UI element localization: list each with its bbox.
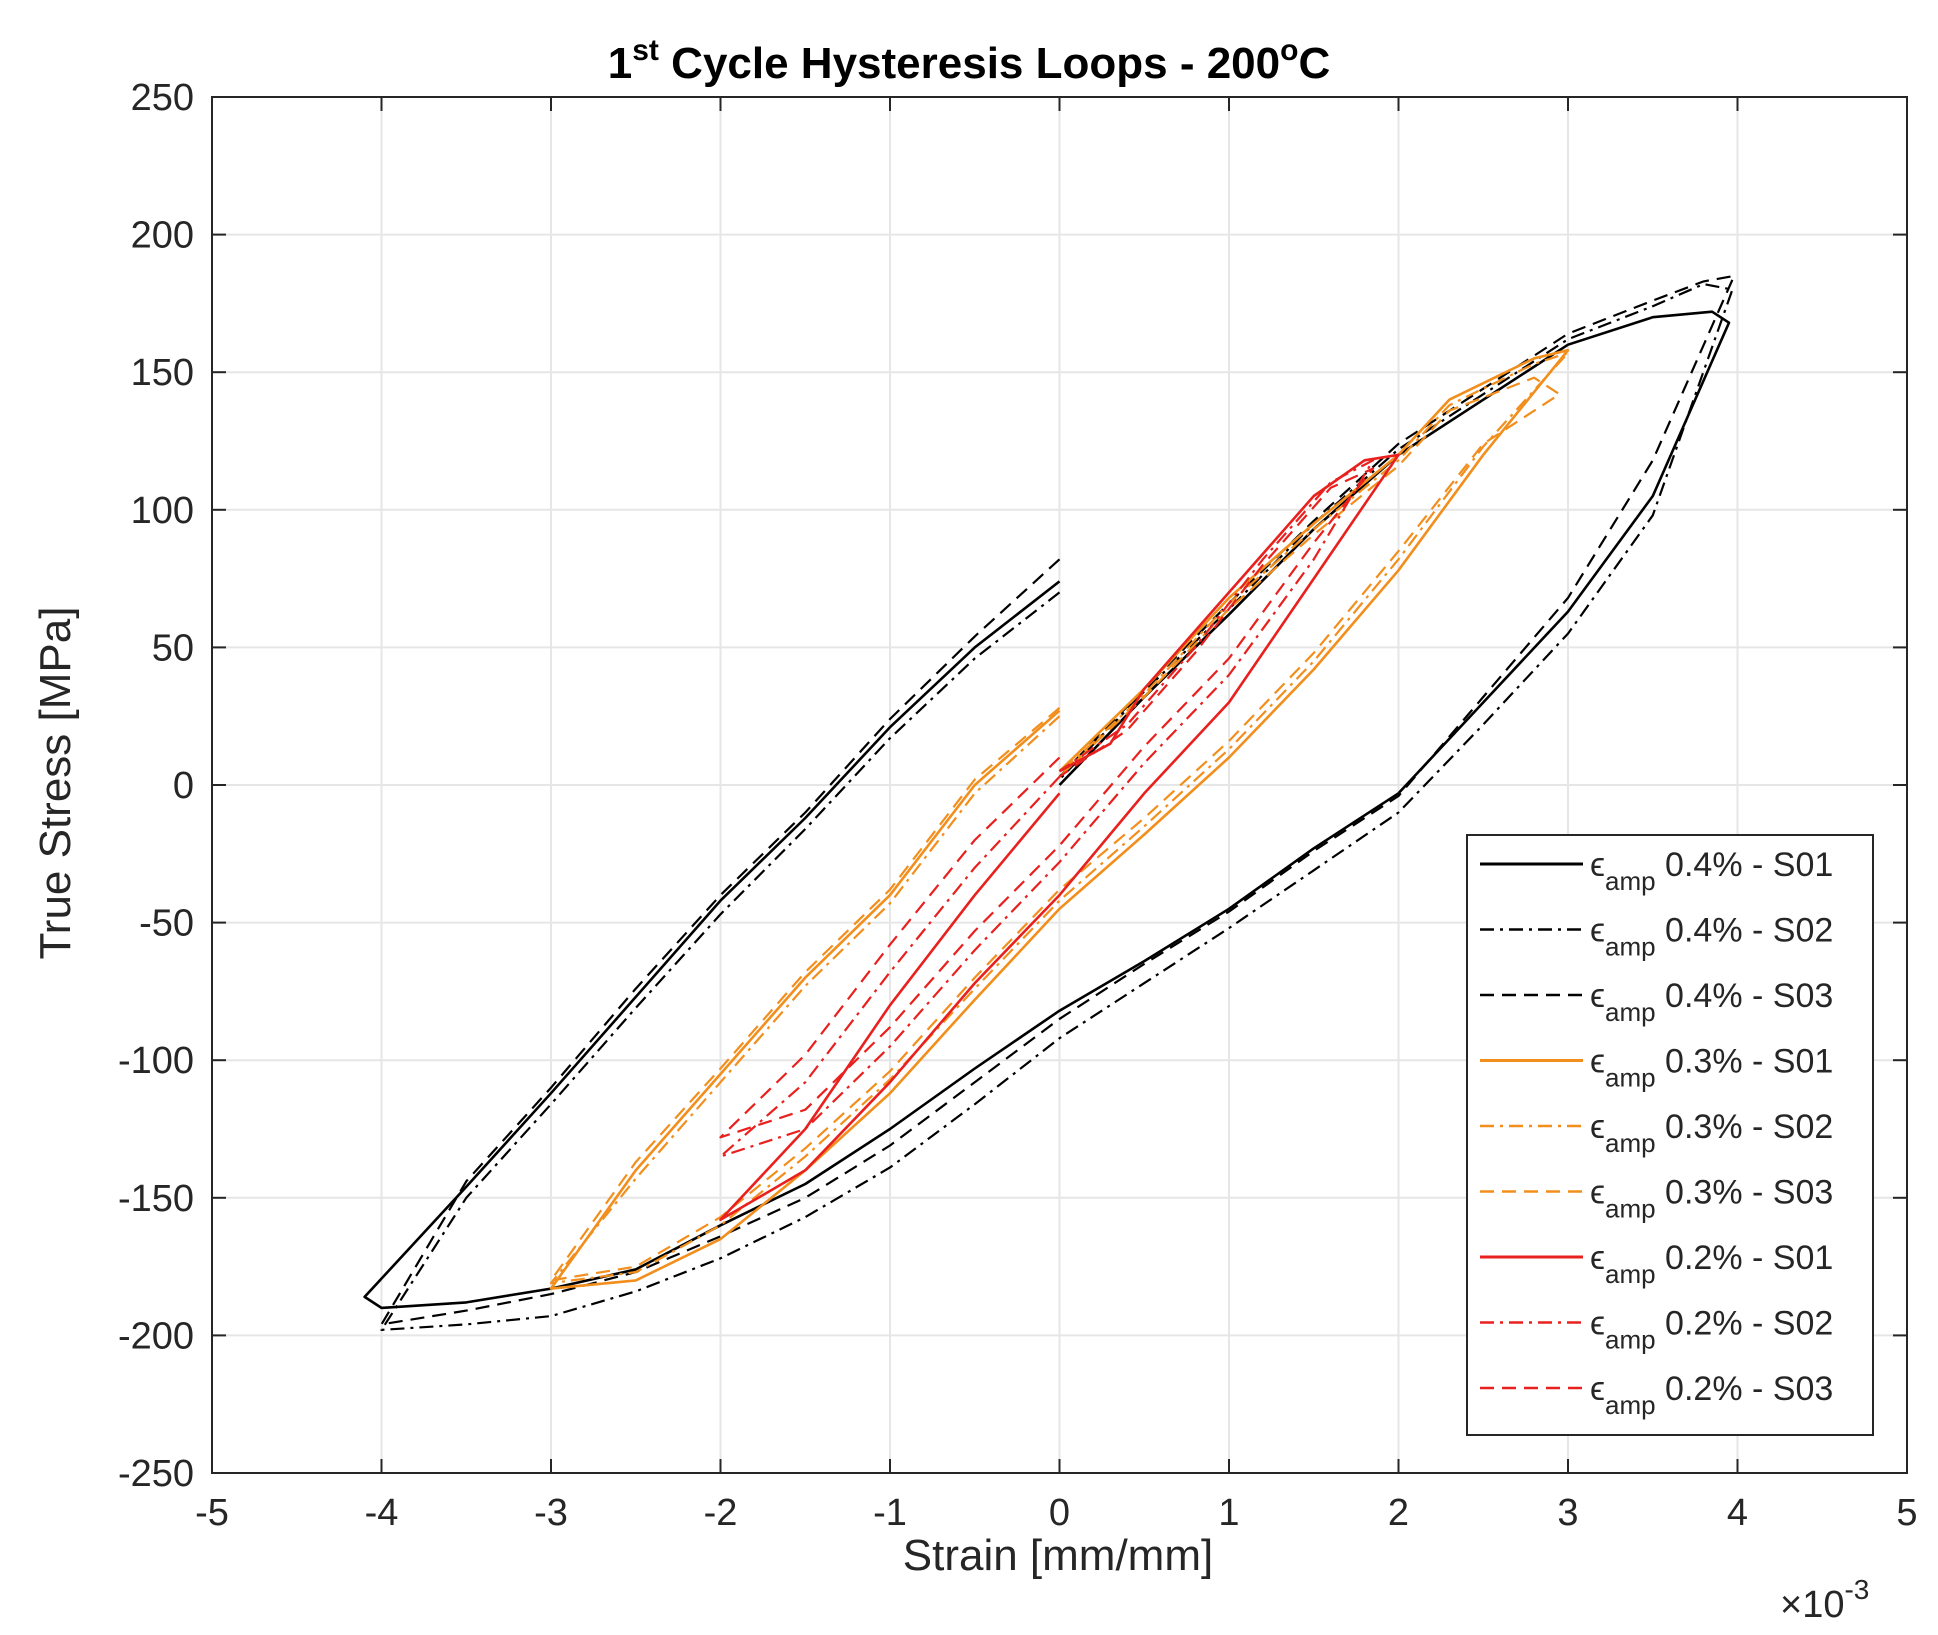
legend-box (1466, 834, 1874, 1436)
legend-label-7: ϵamp 0.2% - S01 (1590, 1239, 1833, 1289)
y-tick-label: 50 (152, 627, 194, 669)
series-line-7 (719, 453, 1400, 1222)
legend: ϵamp 0.4% - S01 ϵamp 0.4% - S02 ϵamp 0.4% … (1466, 834, 1874, 1436)
series-line-6 (549, 376, 1561, 1282)
x-tick-label: -5 (195, 1492, 229, 1534)
y-tick-label: 250 (131, 77, 194, 119)
legend-label-9: ϵamp 0.2% - S03 (1590, 1370, 1833, 1420)
y-tick-label: 0 (173, 765, 194, 807)
series-line-2 (380, 283, 1734, 1331)
tick-labels: -5 -4 -3 -2 -1 0 1 2 3 4 5 -250 -200 -150 -100 -50 0 50 10… (118, 77, 1918, 1534)
y-tick-label: 100 (131, 490, 194, 532)
y-axis-label: True Stress [MPa] (31, 607, 80, 960)
x-tick-label: -3 (534, 1492, 568, 1534)
y-tick-label: 200 (131, 215, 194, 257)
legend-label-2: ϵamp 0.4% - S02 (1590, 912, 1833, 962)
y-tick-label: -250 (118, 1453, 194, 1495)
legend-label-1: ϵamp 0.4% - S01 (1590, 846, 1833, 896)
x-tick-label: 1 (1218, 1492, 1239, 1534)
x-tick-label: 3 (1557, 1492, 1578, 1534)
legend-label-5: ϵamp 0.3% - S02 (1590, 1108, 1833, 1158)
chart-title: 1st Cycle Hysteresis Loops - 200oC (608, 34, 1330, 88)
y-tick-label: -100 (118, 1040, 194, 1082)
legend-label-8: ϵamp 0.2% - S02 (1590, 1305, 1833, 1355)
y-tick-label: -50 (139, 903, 194, 945)
x-axis-exponent: ×10-3 (1780, 1574, 1869, 1626)
legend-items: ϵamp 0.4% - S01 ϵamp 0.4% - S02 ϵamp 0.4% … (1480, 846, 1833, 1420)
x-tick-label: -1 (873, 1492, 907, 1534)
series-layer (363, 274, 1736, 1331)
series-line-1 (363, 310, 1731, 1310)
legend-label-3: ϵamp 0.4% - S03 (1590, 977, 1833, 1027)
legend-label-6: ϵamp 0.3% - S03 (1590, 1174, 1833, 1224)
y-tick-label: -150 (118, 1178, 194, 1220)
series-line-5 (549, 351, 1570, 1285)
x-tick-label: 0 (1049, 1492, 1070, 1534)
x-tick-label: 2 (1388, 1492, 1409, 1534)
y-tick-label: 150 (131, 352, 194, 394)
x-tick-label: 4 (1727, 1492, 1748, 1534)
legend-label-4: ϵamp 0.3% - S01 (1590, 1043, 1833, 1093)
x-tick-label: 5 (1896, 1492, 1917, 1534)
series-line-4 (549, 348, 1570, 1290)
y-tick-label: -200 (118, 1315, 194, 1357)
x-axis-label: Strain [mm/mm] (903, 1531, 1213, 1580)
x-tick-label: -4 (365, 1492, 399, 1534)
ticks (211, 96, 1908, 1474)
x-tick-label: -2 (704, 1492, 738, 1534)
